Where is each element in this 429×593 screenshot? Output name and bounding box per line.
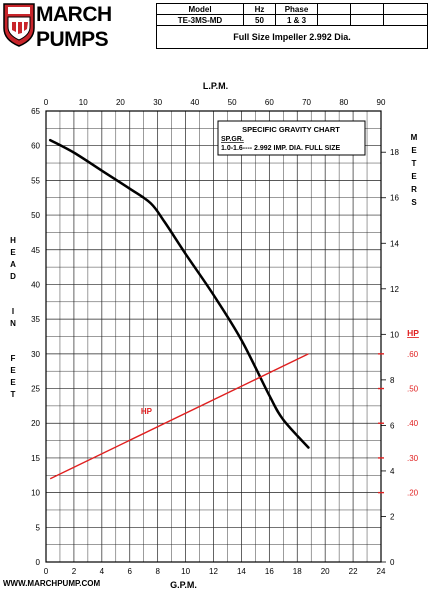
head-ft-tick-label: 30 xyxy=(31,350,40,359)
gpm-tick-label: 8 xyxy=(155,567,160,576)
meters-tick-label: 6 xyxy=(390,421,395,430)
head-ft-tick-label: 35 xyxy=(31,315,40,324)
head-curve xyxy=(48,138,310,449)
lpm-tick-label: 40 xyxy=(190,98,199,107)
meters-tick-label: 10 xyxy=(390,330,399,339)
lpm-tick-label: 0 xyxy=(44,98,49,107)
gpm-tick-label: 24 xyxy=(377,567,386,576)
brand-name-line1: MARCH xyxy=(36,3,112,26)
chart-series: HP xyxy=(48,138,310,480)
head-ft-tick-label: 5 xyxy=(36,523,41,532)
sg-box-border xyxy=(217,120,366,156)
meters-axis-title-letter: R xyxy=(411,185,417,194)
gpm-tick-label: 4 xyxy=(100,567,105,576)
meters-tick-label: 12 xyxy=(390,285,399,294)
meters-tick-label: 2 xyxy=(390,512,395,521)
head-ft-tick-label: 55 xyxy=(31,176,40,185)
sg-line2: 1.0-1.6---- 2.992 IMP. DIA. FULL SIZE xyxy=(221,145,340,152)
meters-tick-label: 16 xyxy=(390,194,399,203)
march-pumps-shield-icon xyxy=(3,3,35,47)
chart-axes: 0 2 4 6 8 10 12 14 16 18 20 22 24G.P.M.0 10 20 30 40 50 60… xyxy=(10,81,419,590)
lpm-tick-label: 50 xyxy=(228,98,237,107)
gpm-axis-title: G.P.M. xyxy=(170,580,197,590)
head-axis-title-letter: F xyxy=(11,354,16,363)
head-ft-tick-label: 45 xyxy=(31,246,40,255)
head-axis-title-letter: N xyxy=(10,319,16,328)
head-ft-tick-label: 10 xyxy=(31,489,40,498)
head-ft-tick-label: 15 xyxy=(31,454,40,463)
meters-axis-title-letter: T xyxy=(412,159,417,168)
model-info-table: Model Hz Phase TE-3MS-MD 50 1 & 3 Full S… xyxy=(156,3,428,49)
hp-tick-label: .40 xyxy=(407,419,419,428)
meters-tick-label: 4 xyxy=(390,467,395,476)
lpm-tick-label: 70 xyxy=(302,98,311,107)
head-axis-title-letter: I xyxy=(12,307,14,316)
gpm-tick-label: 14 xyxy=(237,567,246,576)
head-axis-title-letter: E xyxy=(10,366,16,375)
gpm-tick-label: 16 xyxy=(265,567,274,576)
meters-tick-label: 18 xyxy=(390,148,399,157)
gpm-tick-label: 20 xyxy=(321,567,330,576)
meters-tick-label: 8 xyxy=(390,376,395,385)
head-ft-tick-label: 65 xyxy=(31,107,40,116)
head-ft-tick-label: 20 xyxy=(31,419,40,428)
lpm-tick-label: 10 xyxy=(79,98,88,107)
lpm-tick-label: 20 xyxy=(116,98,125,107)
head-ft-tick-label: 25 xyxy=(31,385,40,394)
gpm-tick-label: 2 xyxy=(72,567,77,576)
meters-axis-title-letter: E xyxy=(411,172,417,181)
hp-tick-label: .50 xyxy=(407,385,419,394)
head-ft-tick-label: 0 xyxy=(36,558,41,567)
hp-tick-label: .60 xyxy=(407,350,419,359)
chart-grid xyxy=(45,110,382,563)
footer-website: WWW.MARCHPUMP.COM xyxy=(3,579,101,588)
gpm-tick-label: 10 xyxy=(181,567,190,576)
lpm-tick-label: 90 xyxy=(377,98,386,107)
lpm-tick-label: 80 xyxy=(339,98,348,107)
head-axis-title-letter: E xyxy=(10,378,16,387)
head-ft-tick-label: 40 xyxy=(31,280,40,289)
head-ft-tick-label: 50 xyxy=(31,211,40,220)
sg-chart-title: SPECIFIC GRAVITY CHART xyxy=(242,125,340,134)
hp-curve-label: HP xyxy=(141,407,153,416)
meters-axis-title-letter: M xyxy=(411,133,418,142)
hp-axis-title: HP xyxy=(407,328,419,338)
impeller-description: Full Size Impeller 2.992 Dia. xyxy=(156,25,428,49)
brand-name-line2: PUMPS xyxy=(36,28,109,51)
head-axis-title-letter: E xyxy=(10,248,16,257)
head-axis-title-letter: H xyxy=(10,236,16,245)
gpm-tick-label: 12 xyxy=(209,567,218,576)
lpm-axis-title: L.P.M. xyxy=(203,81,228,91)
gpm-tick-label: 6 xyxy=(128,567,133,576)
meters-axis-title-letter: S xyxy=(411,198,417,207)
hp-curve xyxy=(49,353,309,480)
hp-tick-label: .20 xyxy=(407,489,419,498)
lpm-tick-label: 60 xyxy=(265,98,274,107)
specific-gravity-box: SPECIFIC GRAVITY CHART SP.GR. 1.0-1.6---… xyxy=(217,120,366,156)
sg-line1: SP.GR. xyxy=(221,136,244,143)
head-axis-title-letter: A xyxy=(10,260,16,269)
meters-tick-label: 0 xyxy=(390,558,395,567)
meters-tick-label: 14 xyxy=(390,239,399,248)
gpm-tick-label: 0 xyxy=(44,567,49,576)
lpm-tick-label: 30 xyxy=(153,98,162,107)
gpm-tick-label: 22 xyxy=(349,567,358,576)
gpm-tick-label: 18 xyxy=(293,567,302,576)
brand-logo: MARCH PUMPS xyxy=(0,0,150,52)
meters-axis-title-letter: E xyxy=(411,146,417,155)
head-axis-title-letter: D xyxy=(10,272,16,281)
head-axis-title-letter: T xyxy=(11,390,16,399)
head-ft-tick-label: 60 xyxy=(31,142,40,151)
hp-tick-label: .30 xyxy=(407,454,419,463)
plot-frame xyxy=(45,110,382,563)
